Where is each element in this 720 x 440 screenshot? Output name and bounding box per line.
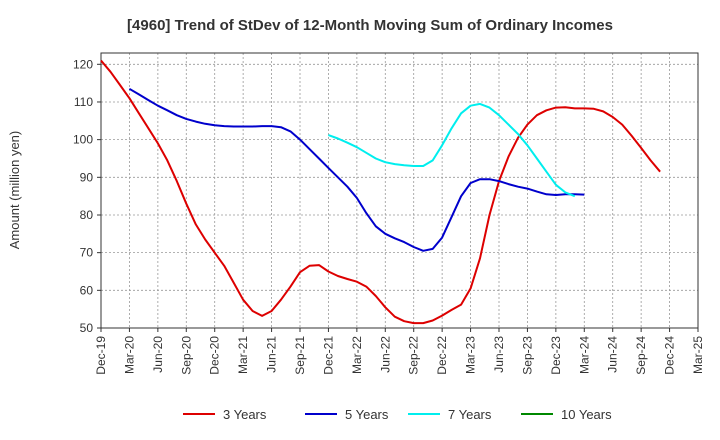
series [100,59,661,325]
y-tick-label: 110 [74,95,93,109]
x-tick-label: Jun-23 [492,336,506,373]
legend-label-5-years: 5 Years [345,407,389,422]
x-tick-label: Jun-20 [151,336,165,373]
y-tick-label: 120 [73,57,93,71]
y-tick-label: 80 [80,208,94,222]
x-tick-label: Mar-22 [350,336,364,374]
grid [101,53,698,328]
x-tick-label: Jun-22 [378,336,392,373]
x-tick-label: Mar-23 [464,336,478,374]
x-tick-label: Mar-21 [236,336,250,374]
x-tick-label: Mar-20 [122,336,136,374]
x-tick-label: Dec-20 [208,336,222,375]
y-axis-label: Amount (million yen) [7,131,22,250]
x-tick-label: Sep-23 [520,336,534,375]
x-tick-label: Jun-21 [265,336,279,373]
legend-label-10-years: 10 Years [561,407,612,422]
y-tick-label: 100 [73,133,93,147]
series-line-7-years [328,102,576,198]
series-line-5-years [128,87,585,252]
x-tick-label: Dec-19 [94,336,108,375]
x-tick-label: Dec-23 [549,336,563,375]
x-tick-label: Jun-24 [606,336,620,373]
y-tick-label: 60 [80,283,94,297]
x-tick-label: Sep-24 [634,336,648,375]
legend-label-3-years: 3 Years [223,407,267,422]
series-line-3-years [100,59,661,325]
y-tick-label: 50 [80,321,94,335]
x-tick-label: Dec-22 [435,336,449,375]
x-tick-label: Sep-21 [293,336,307,375]
x-tick-label: Mar-24 [577,336,591,374]
y-tick-label: 90 [80,170,94,184]
x-tick-label: Dec-21 [321,336,335,375]
x-axis: Dec-19 Mar-20 Jun-20 Sep-20 Dec-20 Mar-21 Jun-… [94,328,705,375]
legend-label-7-years: 7 Years [448,407,492,422]
legend: 3 Years 5 Years 7 Years 10 Years [183,407,612,422]
plot-area [100,52,699,329]
x-tick-label: Mar-25 [691,336,705,374]
chart-title: [4960] Trend of StDev of 12-Month Moving… [127,17,613,34]
y-tick-label: 70 [80,246,94,260]
y-axis: 50 60 70 80 90 100 110 120 [73,57,101,335]
x-tick-label: Dec-24 [663,336,677,375]
x-tick-label: Sep-22 [407,336,421,375]
x-tick-label: Sep-20 [179,336,193,375]
